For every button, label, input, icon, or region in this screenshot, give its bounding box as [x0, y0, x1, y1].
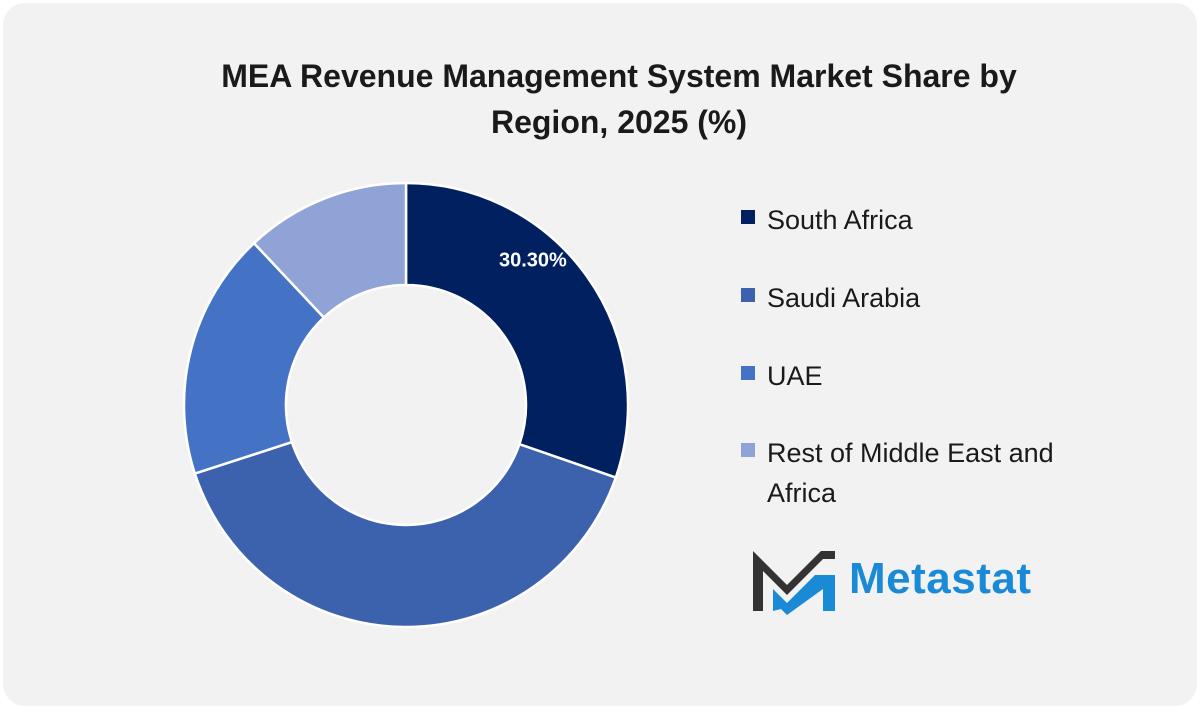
data-label-south-africa: 30.30% — [499, 250, 567, 272]
legend-item-south-africa: South Africa — [741, 200, 1097, 240]
donut-slice-rest-of-mea — [252, 181, 408, 320]
legend-item-saudi-arabia: Saudi Arabia — [741, 278, 1097, 318]
legend-label-saudi-arabia: Saudi Arabia — [767, 283, 921, 313]
chart-card: MEA Revenue Management System Market Sha… — [3, 3, 1197, 706]
donut-slice-uae — [182, 241, 326, 476]
legend-label-south-africa: South Africa — [767, 205, 913, 235]
chart-title-line-2: Region, 2025 (%) — [490, 104, 748, 140]
donut-chart: 30.30% — [182, 181, 630, 629]
donut-slice-south-africa — [404, 181, 630, 480]
legend-label-rest-of-mea: Rest of Middle East and Africa — [767, 438, 1054, 508]
legend-swatch-south-africa — [741, 210, 755, 224]
chart-title: MEA Revenue Management System Market Sha… — [3, 53, 1202, 145]
metastat-logo-mark-icon — [753, 551, 835, 615]
legend-label-uae: UAE — [767, 361, 823, 391]
legend-item-uae: UAE — [741, 356, 1097, 396]
legend-swatch-rest-of-mea — [741, 443, 755, 457]
chart-title-line-1: MEA Revenue Management System Market Sha… — [221, 58, 1017, 94]
metastat-logo: Metastat — [751, 545, 1091, 615]
donut-slice-saudi-arabia — [193, 440, 618, 629]
legend-swatch-saudi-arabia — [741, 288, 755, 302]
metastat-logo-text: Metastat — [849, 554, 1032, 603]
legend-item-rest-of-mea: Rest of Middle East and Africa — [741, 433, 1097, 513]
legend-swatch-uae — [741, 366, 755, 380]
